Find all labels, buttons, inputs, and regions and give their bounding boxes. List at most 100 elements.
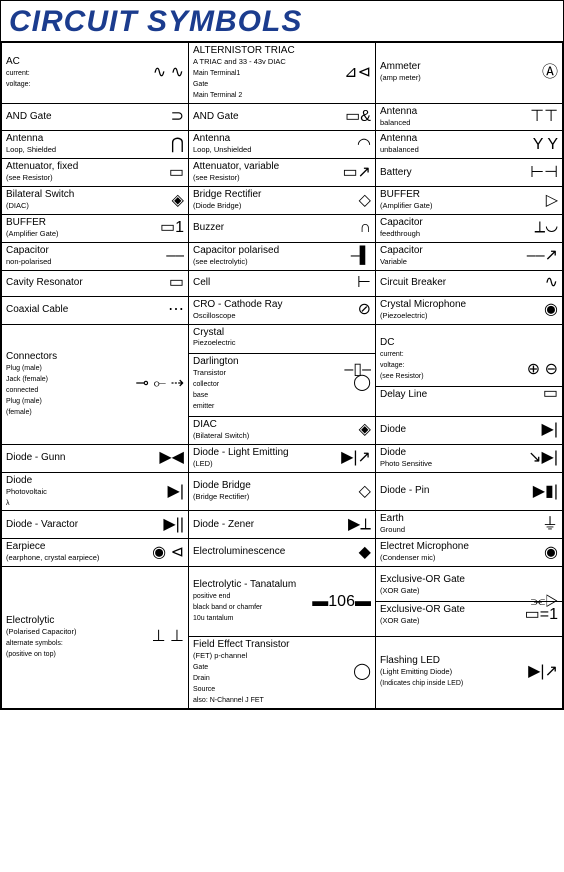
symbol-annotation: connected [6,387,38,394]
symbol-glyph: ⊸ ⟜ ⇢ [135,375,184,393]
symbol-sublabel: (amp meter) [380,73,421,82]
symbol-cell: CapacitorVariable––↗ [375,242,562,270]
symbol-label: BUFFER [380,189,420,200]
symbol-cell: CRO - Cathode RayOscilloscope⊘ [188,296,375,324]
symbol-cell: ConnectorsPlug (male)Jack (female)connec… [2,324,189,444]
symbol-label: Capacitor [6,245,49,256]
symbol-annotation: (Indicates chip inside LED) [380,680,463,687]
symbol-cell: Capacitornon-polarised–– [2,242,189,270]
symbol-cell: Delay Line▭ [376,386,562,401]
symbol-sublabel: (see Resistor) [6,173,53,182]
symbol-sublabel: (see electrolytic) [193,257,248,266]
symbol-label: Ammeter [380,61,421,72]
symbol-annotation: λ [6,500,10,507]
symbol-label: Electrolytic [6,615,54,626]
symbol-glyph: ◉ [544,543,558,561]
symbol-label: ALTERNISTOR TRIAC [193,45,295,56]
symbol-annotation: black band or chamfer [193,604,262,611]
symbol-cell: DCcurrent:voltage:(see Resistor)⊕ ⊖Delay… [375,324,562,416]
symbol-cell: Capacitorfeedthrough⟂◡ [375,214,562,242]
symbol-glyph: ⟂◡ [535,219,558,237]
symbol-sublabel: Loop, Shielded [6,145,56,154]
symbol-label: Field Effect Transistor [193,639,290,650]
symbol-cell: AntennaunbalancedY Y [375,131,562,159]
symbol-sublabel: (Light Emitting Diode) [380,667,452,676]
symbol-sublabel: Oscilloscope [193,311,236,320]
symbol-glyph: ⊘ [358,301,371,319]
symbol-glyph: ▭& [345,108,371,126]
symbol-annotation: Main Terminal 2 [193,92,242,99]
symbol-cell: Antennabalanced⊤⊤ [375,103,562,131]
symbol-annotation: Main Terminal1 [193,70,240,77]
symbol-glyph: ▶▮| [533,482,558,500]
symbol-glyph: ⏚ [542,516,558,534]
symbol-cell: BUFFER(Amplifier Gate)▷ [375,187,562,215]
symbol-table: ACcurrent:voltage:∿ ∿ ALTERNISTOR TRIACA … [1,42,563,709]
symbol-cell: Earpiece(earphone, crystal earpiece)◉ ⊲ [2,539,189,567]
symbol-label: Bridge Rectifier [193,189,261,200]
symbol-annotation: voltage: [380,362,405,369]
symbol-glyph: ⋂ [171,136,184,154]
symbol-cell: DarlingtonTransistorcollectorbaseemitter… [189,353,375,412]
symbol-label: Attenuator, fixed [6,161,78,172]
symbol-sublabel: balanced [380,118,410,127]
symbol-label: Capacitor polarised [193,245,279,256]
symbol-label: Diode Bridge [193,480,251,491]
symbol-label: Diode - Light Emitting [193,447,289,458]
symbol-label: Circuit Breaker [380,277,446,288]
symbol-annotation: Gate [193,81,208,88]
symbol-cell: Bilateral Switch(DIAC)◈ [2,187,189,215]
symbol-cell: Field Effect Transistor(FET) p-channelGa… [188,637,375,709]
symbol-glyph: ◠ [357,136,371,154]
symbol-glyph: ∿ [545,274,558,292]
symbol-cell: Attenuator, variable(see Resistor)▭↗ [188,159,375,187]
symbol-cell: Diode - Light Emitting(LED)▶|↗ [188,444,375,472]
symbol-glyph: ▭↗ [342,164,371,182]
symbol-sublabel: (see Resistor) [193,173,240,182]
symbol-label: DC [380,337,394,348]
symbol-glyph: ◇ [359,482,371,500]
symbol-label: Earpiece [6,541,45,552]
symbol-sublabel: Ground [380,525,405,534]
symbol-glyph: ⊢⊣ [530,164,558,182]
symbol-label: Earth [380,513,404,524]
symbol-label: Antenna [6,133,43,144]
symbol-cell: AntennaLoop, Unshielded◠ [188,131,375,159]
symbol-glyph: ▶⟂ [348,516,371,534]
symbol-cell: DIAC(Bilateral Switch)◈ [188,416,375,444]
symbol-glyph: ▷ [546,191,558,209]
symbol-cell: Diode - Gunn▶◀ [2,444,189,472]
symbol-label: Exclusive-OR Gate [380,574,465,585]
symbol-label: AND Gate [193,111,239,122]
symbol-cell: Cavity Resonator▭ [2,270,189,296]
symbol-sublabel: A TRIAC and 33 - 43v DIAC [193,57,286,66]
symbol-glyph: ⊿⊲ [344,64,371,82]
symbol-sublabel: unbalanced [380,145,419,154]
symbol-annotation: positive end [193,593,230,600]
symbol-annotation: Gate [193,664,208,671]
symbol-label: BUFFER [6,217,46,228]
symbol-annotation: (female) [6,409,32,416]
symbol-sublabel: (DIAC) [6,201,29,210]
symbol-glyph: ⋯ [168,301,184,319]
symbol-cell: AND Gate ▭& [188,103,375,131]
symbol-cell: AND Gate⊃ [2,103,189,131]
symbol-annotation: Drain [193,675,210,682]
symbol-sublabel: (Bilateral Switch) [193,431,249,440]
symbol-annotation: (see Resistor) [380,373,424,380]
symbol-cell: ACcurrent:voltage:∿ ∿ [2,43,189,104]
symbol-label: Diode - Pin [380,485,429,496]
symbol-label: Electret Microphone [380,541,469,552]
symbol-cell: Capacitor polarised(see electrolytic)–▌ [188,242,375,270]
symbol-label: Diode - Varactor [6,519,78,530]
symbol-label: Capacitor [380,217,423,228]
symbol-glyph: Ⓐ [542,64,558,82]
symbol-sublabel: Photo Sensitive [380,459,432,468]
symbol-annotation: Plug (male) [6,398,42,405]
symbol-glyph: ◯ [353,663,371,681]
symbol-label: Battery [380,167,412,178]
symbol-sublabel: (Condenser mic) [380,553,435,562]
symbol-cell: Electrolytic - Tanatalumpositive endblac… [188,567,375,637]
symbol-label: Diode - Gunn [6,452,65,463]
symbol-annotation: current: [380,351,404,358]
